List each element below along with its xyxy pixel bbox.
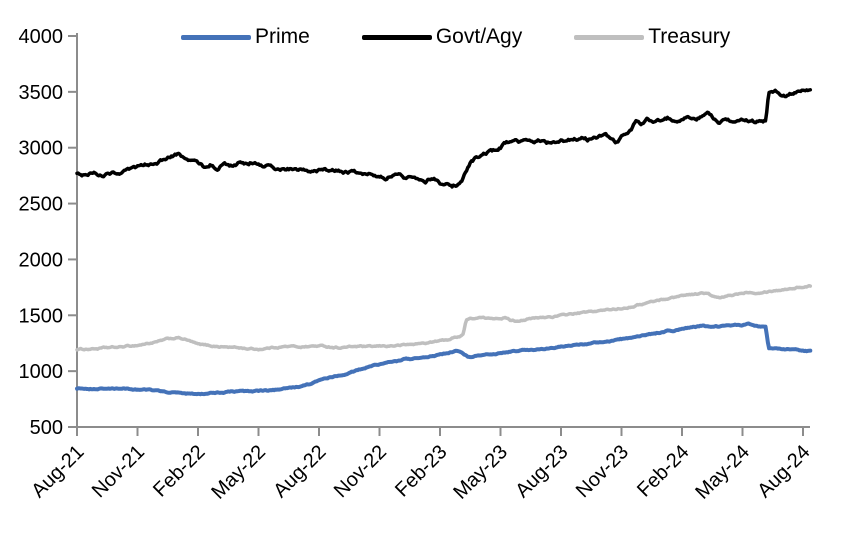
x-tick-label: Feb-22	[149, 441, 209, 501]
legend-swatch-govt-agy	[361, 34, 432, 40]
legend-label-treasury: Treasury	[648, 25, 731, 48]
chart-legend: Prime Govt/Agy Treasury	[181, 24, 782, 50]
y-tick-label: 3000	[19, 138, 64, 160]
x-tick-label: May-22	[207, 441, 270, 504]
legend-swatch-prime	[181, 34, 251, 40]
legend-item-treasury: Treasury	[574, 24, 730, 50]
legend-swatch-treasury	[574, 34, 645, 40]
y-tick-label: 4000	[19, 26, 64, 48]
x-tick-label: Aug-23	[511, 441, 572, 502]
series-line-treasury	[75, 283, 813, 352]
legend-label-prime: Prime	[255, 25, 310, 48]
y-tick-label: 2000	[19, 249, 64, 271]
x-tick-label: Feb-23	[391, 441, 451, 501]
series-line-prime	[75, 321, 813, 397]
y-tick-label: 2500	[19, 194, 64, 216]
y-tick-label: 1000	[19, 361, 64, 383]
legend-label-govt-agy: Govt/Agy	[435, 25, 523, 48]
x-tick-label: Nov-22	[330, 441, 391, 502]
x-tick-label: Nov-23	[572, 441, 633, 502]
series-line-govt-agy	[75, 88, 813, 189]
x-tick-label: May-23	[449, 441, 512, 504]
y-tick-label: 3500	[19, 82, 64, 104]
x-tick-label: Feb-24	[633, 441, 693, 501]
legend-item-govt-agy: Govt/Agy	[361, 24, 523, 50]
legend-item-prime: Prime	[181, 24, 310, 50]
x-tick-label: Aug-21	[27, 441, 88, 502]
x-tick-label: Aug-22	[269, 441, 330, 502]
x-tick-label: May-24	[691, 441, 754, 504]
x-tick-label: Aug-24	[753, 441, 814, 502]
y-tick-label: 500	[30, 417, 63, 439]
y-tick-label: 1500	[19, 305, 64, 327]
x-tick-label: Nov-21	[88, 441, 149, 502]
